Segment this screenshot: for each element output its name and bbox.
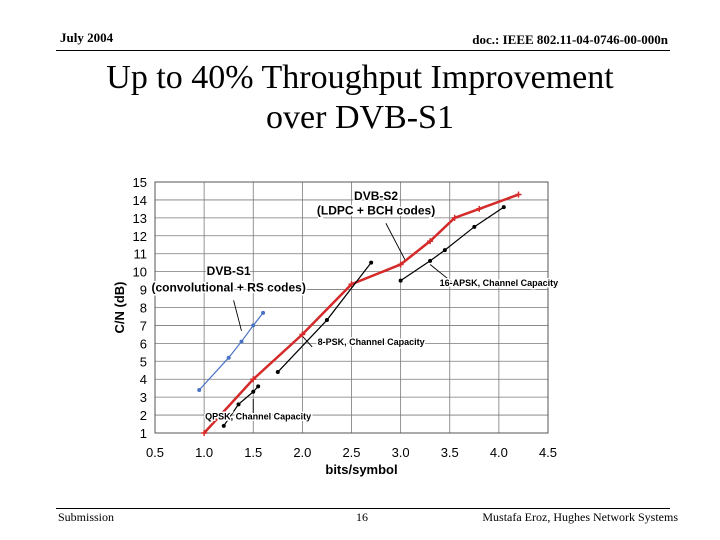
y-tick-label: 4 xyxy=(140,372,147,387)
y-tick-label: 8 xyxy=(140,301,147,316)
series-line-2 xyxy=(223,385,259,427)
x-tick-label: 3.0 xyxy=(392,445,410,460)
series-point xyxy=(236,402,241,407)
y-tick-label: 14 xyxy=(133,193,147,208)
slide-title-line-2: over DVB-S1 xyxy=(266,99,454,136)
y-tick-label: 7 xyxy=(140,318,147,333)
y-tick-label: 12 xyxy=(133,229,147,244)
chart-annotation: 8-PSK, Channel Capacity xyxy=(318,337,425,347)
series-point xyxy=(250,376,257,383)
y-tick-label: 6 xyxy=(140,336,147,351)
header-date: July 2004 xyxy=(60,30,114,45)
series-point xyxy=(261,310,266,315)
footer-author: Mustafa Eroz, Hughes Network Systems xyxy=(482,510,678,524)
x-tick-label: 0.5 xyxy=(146,445,164,460)
annotation-pointer-2 xyxy=(429,264,455,285)
x-axis-label: bits/symbol xyxy=(325,462,397,477)
header-document-id: doc.: IEEE 802.11-04-0746-00-000n xyxy=(472,32,668,47)
chart-annotation: QPSK, Channel Capacity xyxy=(205,412,311,422)
header-rule xyxy=(56,50,670,51)
y-tick-label: 9 xyxy=(140,283,147,298)
series-point xyxy=(324,318,329,323)
series-point xyxy=(427,238,434,245)
slide-title-line-1: Up to 40% Throughput Improvement xyxy=(106,59,614,96)
footer-rule xyxy=(56,508,670,509)
series-point xyxy=(226,355,231,360)
x-tick-label: 3.5 xyxy=(441,445,459,460)
series-point xyxy=(398,278,403,283)
footer-submission: Submission xyxy=(58,510,115,524)
series-point xyxy=(201,430,208,436)
y-tick-label: 1 xyxy=(140,426,147,441)
series-point xyxy=(256,384,261,389)
y-tick-label: 3 xyxy=(140,390,147,405)
x-tick-label: 2.5 xyxy=(342,445,360,460)
series-point xyxy=(275,370,280,375)
x-tick-label: 1.5 xyxy=(244,445,262,460)
x-tick-label: 4.0 xyxy=(490,445,508,460)
series-point xyxy=(251,323,256,328)
chart-annotation: DVB-S2 xyxy=(354,189,398,203)
y-tick-label: 13 xyxy=(133,211,147,226)
series-point xyxy=(476,205,483,212)
series-point xyxy=(515,191,522,198)
footer-page-number: 16 xyxy=(356,510,368,524)
y-tick-label: 5 xyxy=(140,354,147,369)
series-point xyxy=(369,260,374,265)
y-axis-label: C/N (dB) xyxy=(112,282,127,334)
y-tick-label: 2 xyxy=(140,408,147,423)
series-point xyxy=(451,214,458,221)
series-point xyxy=(197,387,202,392)
series-point xyxy=(221,423,226,428)
series-point xyxy=(299,331,306,338)
chart-annotation: DVB-S1 xyxy=(207,264,251,278)
chart-annotation: (convolutional + RS codes) xyxy=(152,280,306,294)
y-tick-label: 11 xyxy=(134,247,148,262)
series-point xyxy=(239,339,244,344)
series-point xyxy=(428,258,433,263)
series-point xyxy=(442,248,447,253)
series-point xyxy=(397,261,404,268)
annotation-pointer-1 xyxy=(233,300,242,331)
y-tick-label: 15 xyxy=(133,175,147,190)
series-point xyxy=(472,224,477,229)
series-point xyxy=(501,205,506,210)
slide-title: Up to 40% Throughput Improvement over DV… xyxy=(0,58,720,138)
y-tick-label: 10 xyxy=(133,265,147,280)
x-tick-label: 2.0 xyxy=(293,445,311,460)
annotation-pointer-0 xyxy=(385,223,406,262)
series-point xyxy=(251,389,256,394)
plot-frame xyxy=(154,181,549,434)
series-line-3 xyxy=(277,262,372,373)
x-tick-label: 4.5 xyxy=(539,445,557,460)
chart-annotation: (LDPC + BCH codes) xyxy=(317,203,435,217)
chart-annotation: 16-APSK, Channel Capacity xyxy=(440,278,559,288)
x-tick-label: 1.0 xyxy=(195,445,213,460)
series-point xyxy=(348,281,355,288)
